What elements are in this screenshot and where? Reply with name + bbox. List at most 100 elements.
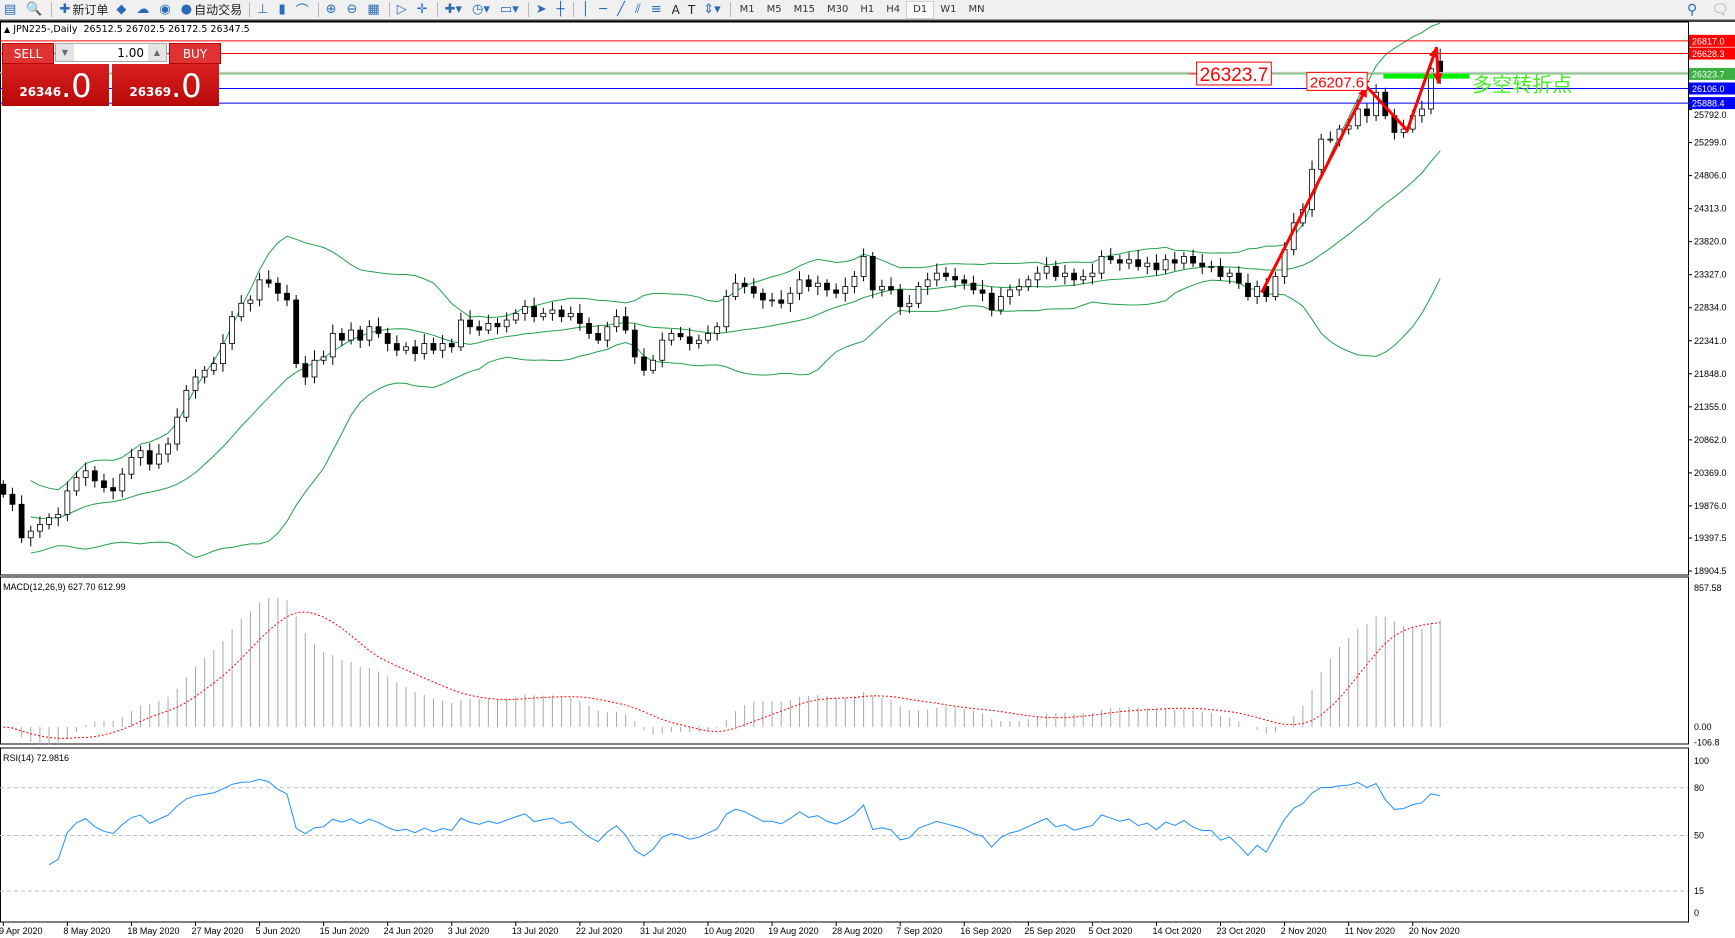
candle [1052,260,1059,281]
timeframe-d1[interactable]: D1 [906,0,935,19]
collapse-icon[interactable]: ▲ [4,25,11,34]
candlestick-icon: ▮ [278,2,286,17]
document-button[interactable]: ▤ [0,1,22,19]
date-label: 14 Oct 2020 [1152,926,1201,936]
price-tick-label: 24806.0 [1694,171,1727,181]
date-label: 28 Aug 2020 [832,926,883,936]
candle [476,320,483,336]
candle [869,252,876,299]
rsi-axis-label: 50 [1694,831,1704,841]
zoom-chart-button[interactable]: 🔍 [22,1,48,19]
indicators-button[interactable]: ✚▾ [441,1,468,19]
candle [110,477,117,500]
candle-body [851,276,858,287]
search-icon[interactable]: ⚲ [1686,1,1698,18]
volume-decrease-button[interactable]: ▼ [56,44,74,61]
toolbar-separator [527,2,529,17]
candle [952,267,959,289]
candle [357,325,364,348]
signal-button[interactable]: ◉ [155,1,176,19]
candle [695,334,702,349]
candle-body [943,272,949,277]
candle-body [659,339,666,361]
history-center-icon: ◆ [116,2,127,17]
arrows-icon: ⇕▾ [703,2,721,17]
horizontal-line-icon: ─ [599,2,608,17]
candle [485,314,492,335]
candle [549,301,556,321]
candle [677,326,684,341]
fibonacci-button[interactable]: ≡ [647,1,668,19]
crosshair-button[interactable]: ┼ [553,1,571,19]
buy-price[interactable]: 26369 .0 [112,64,219,106]
chart-shift-button[interactable]: ▷ [393,1,413,19]
timeframe-m5[interactable]: M5 [766,4,782,15]
options-button[interactable]: ☁ [132,1,155,19]
timeframe-m30[interactable]: M30 [827,4,849,15]
templates-button[interactable]: ▭▾ [496,1,525,19]
equidistant-channel-button[interactable]: ⫽ [631,1,647,19]
volume-field[interactable]: ▼ 1.00 ▲ [55,43,167,62]
price-level-tag [1689,67,1735,80]
timeframe-m15[interactable]: M15 [793,4,816,15]
bollinger-lower-band [30,278,1441,559]
main-pane-frame [0,21,1689,576]
history-center-button[interactable]: ◆ [112,1,132,19]
candlestick-button[interactable]: ▮ [274,1,291,19]
zoom-chart-icon: 🔍 [26,2,43,17]
timeframe-w1[interactable]: W1 [940,4,957,15]
auto-scroll-icon: ✛ [416,2,428,17]
candle-body [961,279,968,284]
text-label-button[interactable]: T [684,1,699,19]
bar-chart-button[interactable]: ⊥ [253,1,274,19]
candle [293,294,300,369]
candle [101,473,107,493]
sell-price[interactable]: 26346 .0 [2,64,109,106]
candle-body [1245,282,1251,298]
candle-body [55,513,62,519]
volume-increase-button[interactable]: ▲ [148,44,166,61]
timeframe-mn[interactable]: MN [968,4,985,15]
candle [888,277,894,295]
zoom-out-button[interactable]: ⊖ [343,1,364,19]
candle [220,334,226,372]
text-button[interactable]: A [668,1,684,19]
toolbar-separator [573,2,575,17]
buy-button[interactable]: BUY [169,43,221,64]
toolbar-separator [51,2,53,17]
candle-body [1373,91,1379,117]
new-order-button[interactable]: ✚ 新订单 [55,1,112,19]
date-label: 16 Sep 2020 [960,926,1011,936]
arrows-button[interactable]: ⇕▾ [699,1,726,19]
candle [512,309,519,324]
volume-value[interactable]: 1.00 [117,45,144,60]
auto-trading-button[interactable]: ● 自动交易 [177,1,246,19]
candle [650,355,656,374]
candle [750,278,757,299]
candle [128,448,135,479]
chat-icon[interactable]: 🗨 [1711,1,1729,18]
toolbar-separator [317,2,319,17]
timeframe-h4[interactable]: H4 [886,4,901,15]
candle [842,277,849,302]
candle-body [814,282,821,287]
candle [1327,131,1334,143]
zoom-in-button[interactable]: ⊕ [322,1,343,19]
candle [787,287,794,312]
auto-scroll-button[interactable]: ✛ [413,1,434,19]
vertical-line-button[interactable]: │ [577,1,595,19]
line-chart-button[interactable]: ⌒ [292,1,315,19]
candle-body [805,279,812,287]
tile-windows-button[interactable]: ▦ [363,1,385,19]
sell-button[interactable]: SELL [2,43,54,64]
trendline-button[interactable]: ╱ [613,1,631,19]
cursor-button[interactable]: ➤ [532,1,553,19]
periods-button[interactable]: ◷▾ [468,1,496,19]
candle-body [1162,259,1169,271]
timeframe-h1[interactable]: H1 [860,4,875,15]
candle-body [485,323,492,331]
candle [860,248,867,282]
horizontal-line-button[interactable]: ─ [595,1,613,19]
timeframe-m1[interactable]: M1 [739,4,755,15]
